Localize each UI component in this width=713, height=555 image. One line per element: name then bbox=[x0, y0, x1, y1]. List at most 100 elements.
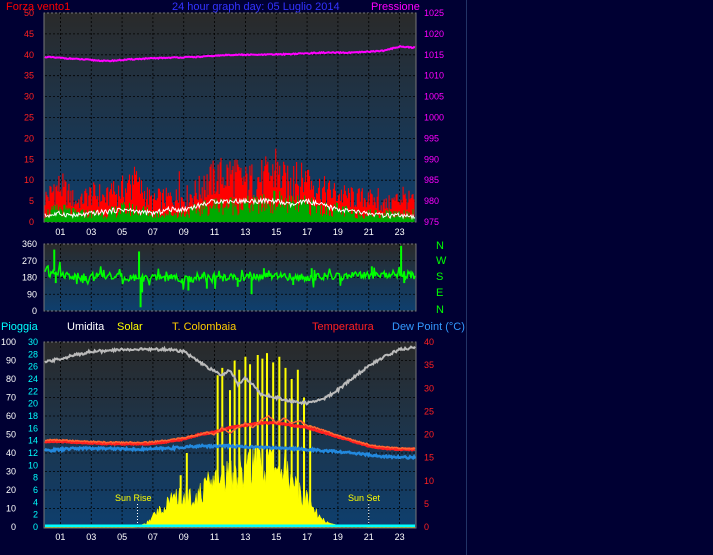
y-left-tick-label: 30 bbox=[24, 92, 34, 102]
y-temp-tick-label: 35 bbox=[424, 360, 434, 370]
wind-gust-line bbox=[44, 197, 416, 221]
direction-label-n-bottom: N bbox=[436, 304, 444, 316]
pressure-line bbox=[44, 44, 416, 63]
x-tick-label: 19 bbox=[333, 532, 343, 542]
y-left-tick-label: 50 bbox=[24, 8, 34, 18]
y-pioggia-tick-label: 18 bbox=[28, 411, 38, 421]
y-left-tick-label: 10 bbox=[24, 175, 34, 185]
x-tick-label: 03 bbox=[86, 227, 96, 237]
legend-solar: Solar bbox=[117, 321, 143, 333]
y-right-tick-label: 980 bbox=[424, 196, 439, 206]
y-right-tick-label: 1025 bbox=[424, 8, 444, 18]
y-direction-tick-label: 360 bbox=[22, 239, 37, 249]
y-temp-tick-label: 20 bbox=[424, 430, 434, 440]
y-right-tick-label: 975 bbox=[424, 217, 439, 227]
y-umidita-tick-label: 90 bbox=[6, 356, 16, 366]
x-tick-label: 03 bbox=[86, 532, 96, 542]
y-left-tick-label: 45 bbox=[24, 29, 34, 39]
y-umidita-tick-label: 70 bbox=[6, 393, 16, 403]
y-pioggia-tick-label: 22 bbox=[28, 386, 38, 396]
y-right-tick-label: 1010 bbox=[424, 71, 444, 81]
x-tick-label: 09 bbox=[179, 227, 189, 237]
y-right-tick-label: 1005 bbox=[424, 92, 444, 102]
x-tick-label: 07 bbox=[148, 532, 158, 542]
y-right-tick-label: 1015 bbox=[424, 50, 444, 60]
y-umidita-tick-label: 50 bbox=[6, 430, 16, 440]
colombaia-line bbox=[45, 414, 416, 451]
y-pioggia-tick-label: 14 bbox=[28, 436, 38, 446]
wind-direction-line bbox=[44, 261, 416, 290]
y-direction-tick-label: 90 bbox=[27, 289, 37, 299]
x-tick-label: 05 bbox=[117, 227, 127, 237]
y-pioggia-tick-label: 10 bbox=[28, 460, 38, 470]
direction-label-n-top: N bbox=[436, 240, 444, 252]
legend-pioggia: Pioggia bbox=[1, 321, 39, 333]
dewpoint-line bbox=[43, 443, 417, 461]
x-tick-label: 17 bbox=[302, 532, 312, 542]
y-pioggia-tick-label: 28 bbox=[28, 349, 38, 359]
y-right-tick-label: 985 bbox=[424, 175, 439, 185]
y-pioggia-tick-label: 26 bbox=[28, 362, 38, 372]
y-umidita-tick-label: 60 bbox=[6, 411, 16, 421]
temperature-line bbox=[44, 420, 416, 452]
y-umidita-tick-label: 10 bbox=[6, 504, 16, 514]
y-left-tick-label: 40 bbox=[24, 50, 34, 60]
y-temp-tick-label: 5 bbox=[424, 499, 429, 509]
legend-colombaia: T. Colombaia bbox=[172, 321, 237, 333]
y-pioggia-tick-label: 30 bbox=[28, 337, 38, 347]
y-right-tick-label: 995 bbox=[424, 133, 439, 143]
y-pioggia-tick-label: 16 bbox=[28, 423, 38, 433]
x-tick-label: 13 bbox=[240, 227, 250, 237]
y-direction-tick-label: 270 bbox=[22, 256, 37, 266]
x-tick-label: 21 bbox=[364, 532, 374, 542]
x-tick-label: 11 bbox=[210, 227, 219, 237]
axis-labels: 0510152025303540455097598098599099510001… bbox=[1, 8, 444, 542]
y-temp-tick-label: 0 bbox=[424, 522, 429, 532]
chart-date-title: 24 hour graph day: 05 Luglio 2014 bbox=[172, 1, 340, 13]
legend-umidita: Umidita bbox=[67, 321, 105, 333]
direction-label-s: S bbox=[436, 271, 443, 283]
y-direction-tick-label: 180 bbox=[22, 273, 37, 283]
x-tick-label: 15 bbox=[271, 227, 281, 237]
legend-dewpoint: Dew Point (°C) bbox=[392, 321, 465, 333]
y-temp-tick-label: 10 bbox=[424, 476, 434, 486]
y-umidita-tick-label: 20 bbox=[6, 485, 16, 495]
x-tick-label: 23 bbox=[395, 227, 405, 237]
y-pioggia-tick-label: 20 bbox=[28, 399, 38, 409]
y-direction-tick-label: 0 bbox=[32, 306, 37, 316]
x-tick-label: 15 bbox=[271, 532, 281, 542]
y-temp-tick-label: 40 bbox=[424, 337, 434, 347]
y-temp-tick-label: 15 bbox=[424, 453, 434, 463]
chart-marks bbox=[43, 44, 417, 528]
y-pioggia-tick-label: 2 bbox=[33, 510, 38, 520]
y-pioggia-tick-label: 0 bbox=[33, 522, 38, 532]
wind-speed-title: Forza vento1 bbox=[6, 1, 70, 13]
y-left-tick-label: 20 bbox=[24, 133, 34, 143]
right-border bbox=[466, 0, 467, 555]
x-tick-label: 23 bbox=[395, 532, 405, 542]
y-left-tick-label: 35 bbox=[24, 71, 34, 81]
y-left-tick-label: 5 bbox=[29, 196, 34, 206]
humidity-line bbox=[44, 345, 416, 406]
x-tick-label: 01 bbox=[55, 227, 65, 237]
x-tick-label: 05 bbox=[117, 532, 127, 542]
y-pioggia-tick-label: 12 bbox=[28, 448, 38, 458]
direction-label-e: E bbox=[436, 287, 443, 299]
y-umidita-tick-label: 80 bbox=[6, 374, 16, 384]
y-right-tick-label: 1020 bbox=[424, 29, 444, 39]
y-pioggia-tick-label: 4 bbox=[33, 497, 38, 507]
legend-temperatura: Temperatura bbox=[312, 321, 375, 333]
y-pioggia-tick-label: 6 bbox=[33, 485, 38, 495]
x-tick-label: 21 bbox=[364, 227, 374, 237]
pressure-title: Pressione bbox=[371, 1, 420, 13]
y-right-tick-label: 990 bbox=[424, 154, 439, 164]
y-temp-tick-label: 25 bbox=[424, 406, 434, 416]
y-temp-tick-label: 30 bbox=[424, 383, 434, 393]
direction-label-w: W bbox=[436, 255, 447, 267]
y-umidita-tick-label: 30 bbox=[6, 467, 16, 477]
x-tick-label: 11 bbox=[210, 532, 219, 542]
x-tick-label: 17 bbox=[302, 227, 312, 237]
y-left-tick-label: 0 bbox=[29, 217, 34, 227]
y-pioggia-tick-label: 24 bbox=[28, 374, 38, 384]
